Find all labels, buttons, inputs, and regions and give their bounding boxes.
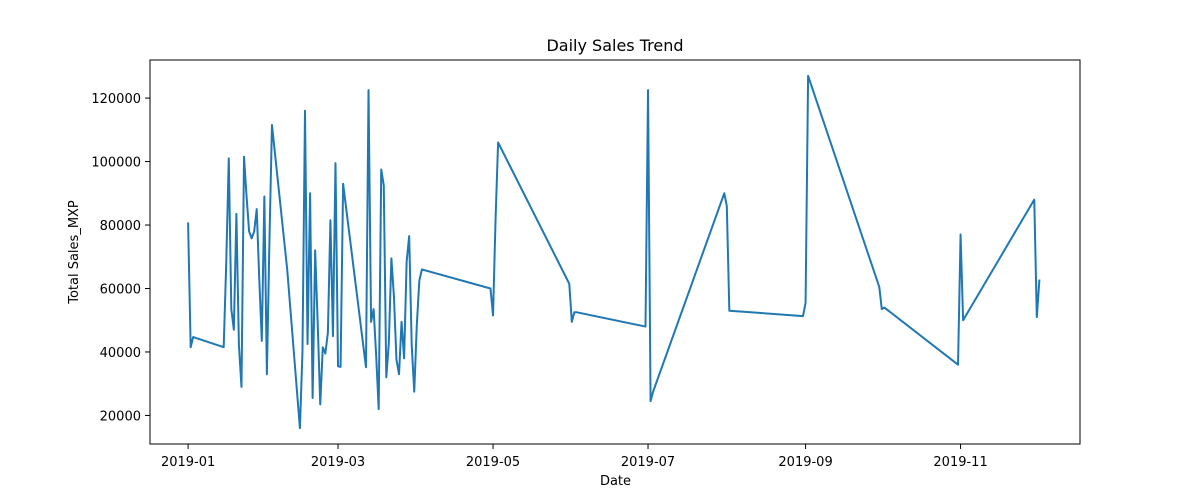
y-tick-label: 80000 [100, 219, 141, 234]
y-tick-label: 40000 [100, 346, 141, 361]
x-tick-label: 2019-07 [621, 455, 675, 470]
plot-area-group: 2019-01 2019-03 2019-05 2019-07 2019-09 2019-… [91, 59, 1081, 470]
x-tick-label: 2019-11 [933, 455, 987, 470]
x-tick-label: 2019-01 [161, 455, 215, 470]
y-tick-label: 20000 [100, 409, 141, 424]
series-line-0 [187, 74, 1041, 430]
y-tick-label: 60000 [100, 282, 141, 297]
x-axis-title: Date [600, 474, 631, 489]
plot-frame [149, 59, 1081, 445]
y-tick-label: 120000 [91, 92, 141, 107]
x-tick-label: 2019-05 [466, 455, 520, 470]
y-tick-label: 100000 [91, 156, 141, 171]
y-axis-title: Total Sales_MXP [67, 200, 82, 305]
x-tick-label: 2019-03 [311, 455, 365, 470]
x-tick-label: 2019-09 [778, 455, 832, 470]
chart-title: Daily Sales Trend [546, 36, 683, 55]
